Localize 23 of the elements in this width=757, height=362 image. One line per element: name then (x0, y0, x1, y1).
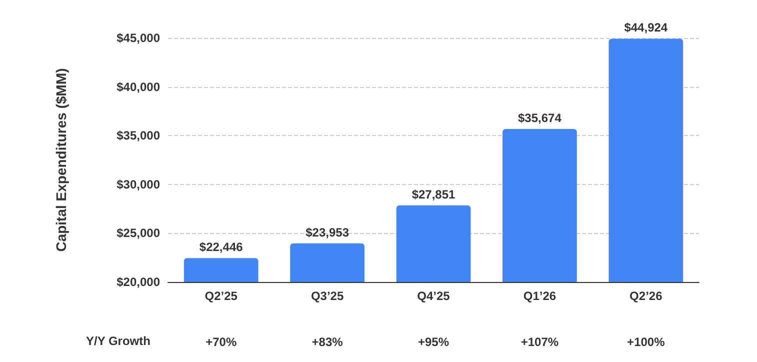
text: +83% (312, 335, 344, 349)
y-tick-label: $35,000 (116, 128, 160, 143)
text: +100% (627, 335, 666, 349)
y-tick-label: $20,000 (116, 275, 160, 289)
data-label: $35,674 (518, 111, 562, 126)
text: +107% (520, 335, 559, 349)
y-tick-label: $45,000 (116, 31, 160, 45)
y-tick-label: $30,000 (116, 177, 160, 192)
x-tick-label: Q2’25 (204, 289, 238, 303)
data-label: $23,953 (306, 225, 350, 240)
text: +95% (418, 335, 450, 349)
data-label: $22,446 (199, 240, 244, 254)
text: Y/Y Growth (86, 334, 150, 348)
y-axis-title: Capital Expenditures ($MM) (53, 68, 69, 252)
data-label: $44,924 (624, 20, 668, 35)
y-tick-label: $25,000 (116, 226, 160, 240)
x-tick-label: Q4’25 (417, 289, 450, 303)
x-tick-label: Q2’26 (630, 289, 663, 303)
text: +70% (206, 335, 237, 349)
y-tick-label: $40,000 (116, 80, 160, 94)
data-label: $27,851 (412, 187, 456, 202)
x-tick-label: Q3’25 (310, 289, 344, 303)
x-tick-label: Q1’26 (523, 289, 556, 303)
